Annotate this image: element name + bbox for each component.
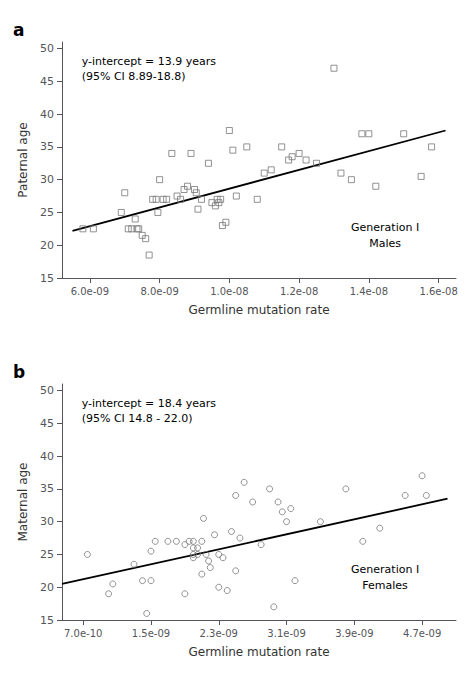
svg-text:Generation I: Generation I [351,563,419,576]
svg-text:1.0e-08: 1.0e-08 [210,286,248,297]
svg-text:Females: Females [362,579,408,592]
svg-text:Paternal age: Paternal age [16,122,30,197]
svg-text:a: a [13,20,24,40]
svg-text:30: 30 [40,515,54,528]
svg-text:7.0e-10: 7.0e-10 [64,628,102,639]
svg-text:4.7e-09: 4.7e-09 [403,628,441,639]
svg-text:1.2e-08: 1.2e-08 [280,286,318,297]
svg-text:45: 45 [40,75,54,88]
svg-text:15: 15 [40,272,54,285]
svg-text:(95% CI 8.89-18.8): (95% CI 8.89-18.8) [82,70,186,83]
svg-text:40: 40 [40,108,54,121]
svg-text:y-intercept = 13.9 years: y-intercept = 13.9 years [82,55,217,68]
svg-text:20: 20 [40,581,54,594]
svg-text:20: 20 [40,239,54,252]
svg-text:40: 40 [40,450,54,463]
svg-text:50: 50 [40,384,54,397]
svg-text:45: 45 [40,417,54,430]
svg-text:y-intercept = 18.4 years: y-intercept = 18.4 years [82,397,217,410]
svg-text:Germline mutation rate: Germline mutation rate [188,303,329,317]
svg-text:6.0e-09: 6.0e-09 [71,286,109,297]
svg-text:3.1e-09: 3.1e-09 [267,628,305,639]
svg-text:Males: Males [369,237,401,250]
svg-text:Maternal age: Maternal age [16,463,30,542]
svg-text:Generation I: Generation I [351,221,419,234]
svg-text:b: b [13,362,25,382]
svg-text:2.3e-09: 2.3e-09 [200,628,238,639]
svg-text:50: 50 [40,42,54,55]
svg-text:8.0e-09: 8.0e-09 [140,286,178,297]
svg-text:15: 15 [40,614,54,627]
svg-text:35: 35 [40,140,54,153]
svg-text:25: 25 [40,548,54,561]
svg-text:30: 30 [40,173,54,186]
svg-text:25: 25 [40,206,54,219]
svg-text:Germline mutation rate: Germline mutation rate [188,645,329,659]
svg-text:1.4e-08: 1.4e-08 [350,286,388,297]
svg-text:3.9e-09: 3.9e-09 [335,628,373,639]
svg-text:1.6e-08: 1.6e-08 [419,286,457,297]
svg-text:(95% CI 14.8 - 22.0): (95% CI 14.8 - 22.0) [82,412,193,425]
svg-text:1.5e-09: 1.5e-09 [132,628,170,639]
svg-text:35: 35 [40,482,54,495]
